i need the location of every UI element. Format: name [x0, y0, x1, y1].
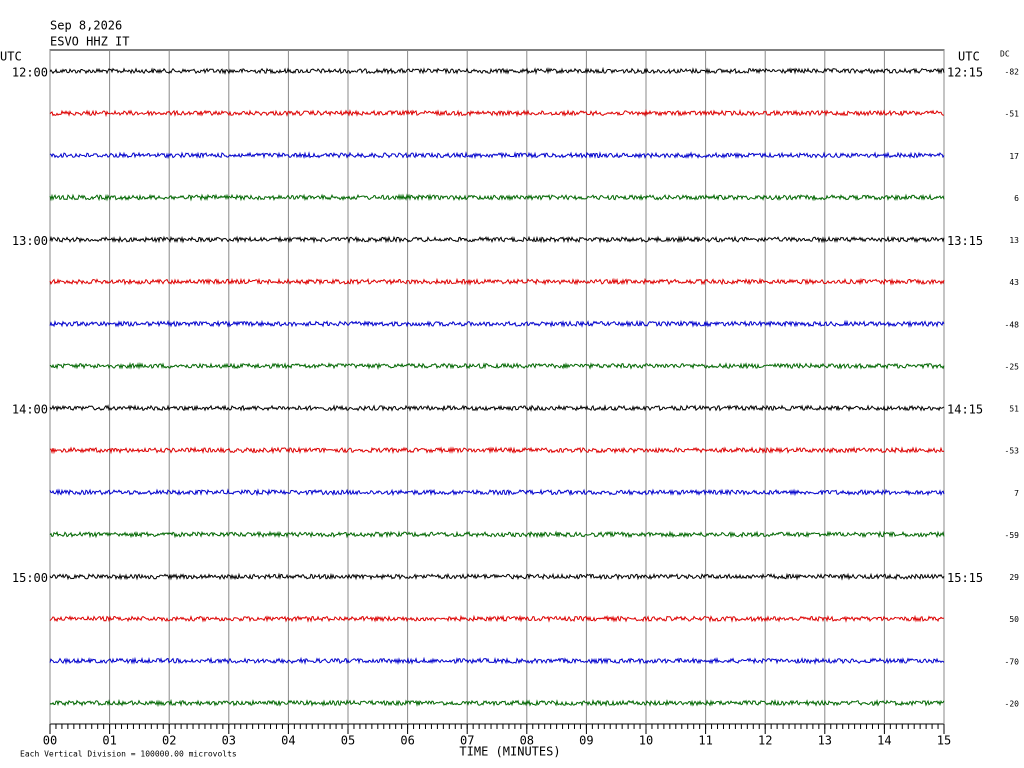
x-tick-label: 05 — [341, 734, 355, 748]
trace — [49, 488, 945, 497]
trace — [49, 572, 945, 581]
dc-offset: -20 — [1005, 700, 1020, 709]
dc-offset: 17 — [1009, 152, 1019, 161]
row-end-time: 15:15 — [947, 571, 983, 585]
row-end-time: 12:15 — [947, 66, 983, 80]
trace — [49, 614, 945, 623]
x-tick-label: 13 — [818, 734, 832, 748]
dc-label: DC — [1000, 50, 1010, 59]
dc-offset: 29 — [1009, 573, 1019, 582]
x-tick-label: 06 — [400, 734, 414, 748]
note: Each Vertical Division = 100000.00 micro… — [20, 750, 237, 759]
dc-offset: -53 — [1005, 447, 1020, 456]
trace — [49, 108, 944, 118]
subtitle: ESVO HHZ IT — [50, 35, 129, 49]
dc-offset: -70 — [1005, 657, 1020, 666]
trace — [49, 361, 945, 371]
row-start-time: 14:00 — [12, 403, 48, 417]
x-tick-label: 08 — [520, 734, 534, 748]
dc-offset: 50 — [1009, 615, 1019, 624]
row-end-time: 14:15 — [947, 403, 983, 417]
trace — [49, 235, 945, 244]
dc-offset: 6 — [1014, 194, 1019, 203]
dc-offset: -59 — [1005, 531, 1020, 540]
plot-frame — [49, 49, 945, 725]
left-axis-label: UTC — [0, 50, 22, 64]
x-tick-label: 02 — [162, 734, 176, 748]
trace — [49, 530, 945, 539]
x-tick-label: 04 — [281, 734, 295, 748]
row-end-time: 13:15 — [947, 234, 983, 248]
x-tick-label: 09 — [579, 734, 593, 748]
trace — [49, 698, 945, 708]
trace — [49, 277, 945, 286]
trace — [49, 656, 945, 666]
dc-offset: 51 — [1009, 405, 1019, 414]
x-axis-label: TIME (MINUTES) — [459, 745, 560, 759]
title: Sep 8,2026 — [50, 19, 122, 33]
trace — [49, 193, 945, 202]
x-tick-label: 14 — [877, 734, 891, 748]
trace — [49, 446, 945, 455]
dc-offset: -25 — [1005, 362, 1020, 371]
x-tick-label: 00 — [43, 734, 57, 748]
row-start-time: 13:00 — [12, 234, 48, 248]
trace — [49, 66, 945, 75]
x-tick-label: 01 — [102, 734, 116, 748]
x-tick-label: 10 — [639, 734, 653, 748]
x-tick-label: 07 — [460, 734, 474, 748]
dc-offset: 13 — [1009, 236, 1019, 245]
trace — [49, 319, 945, 328]
x-tick-label: 12 — [758, 734, 772, 748]
dc-offset: -48 — [1005, 320, 1020, 329]
row-start-time: 15:00 — [12, 571, 48, 585]
x-tick-label: 03 — [222, 734, 236, 748]
dc-offset: -51 — [1005, 110, 1020, 119]
trace — [49, 151, 945, 160]
dc-offset: 7 — [1014, 489, 1019, 498]
trace — [49, 404, 945, 413]
row-start-time: 12:00 — [12, 66, 48, 80]
dc-offset: -82 — [1005, 68, 1020, 77]
right-axis-label: UTC — [958, 50, 980, 64]
dc-offset: 43 — [1009, 278, 1019, 287]
x-tick-label: 15 — [937, 734, 951, 748]
x-tick-label: 11 — [698, 734, 712, 748]
